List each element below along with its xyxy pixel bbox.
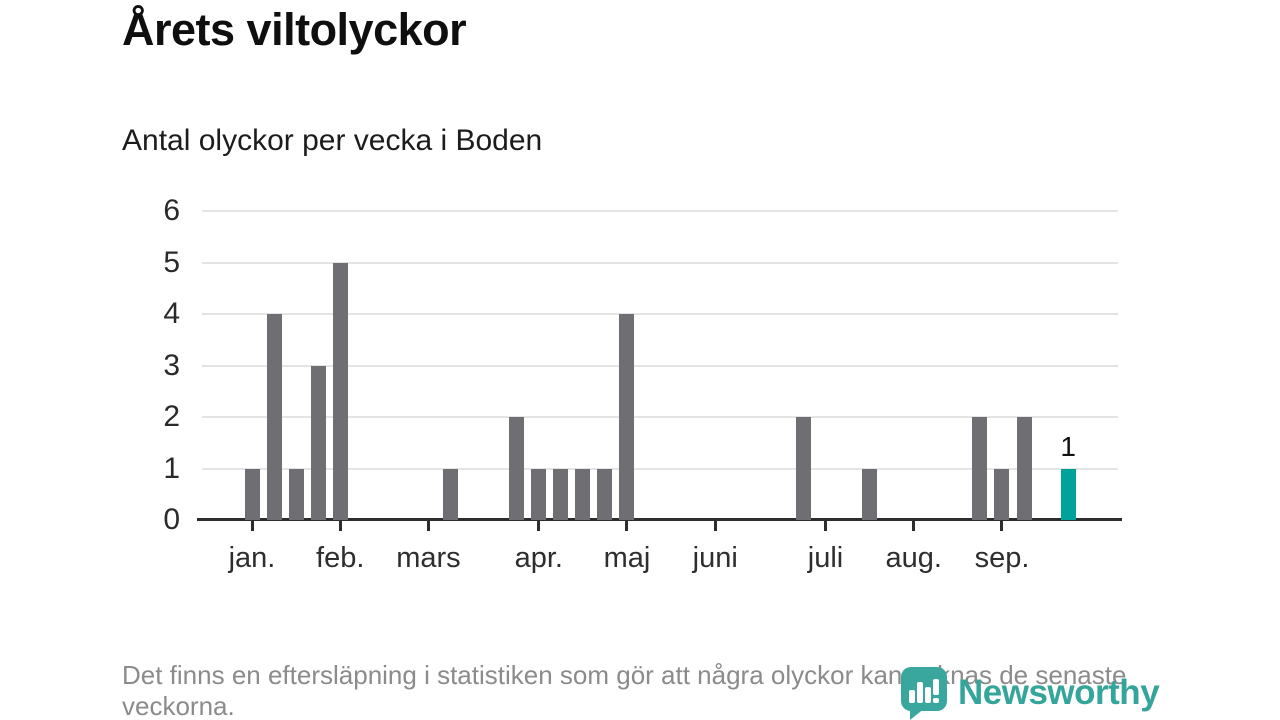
x-axis-tick: [912, 521, 916, 531]
x-axis-month-label: juni: [692, 542, 738, 574]
y-axis-tick-label: 4: [163, 297, 180, 330]
x-axis-tick: [338, 521, 342, 531]
bar-week-34: [972, 417, 988, 520]
x-axis-month-label: maj: [603, 542, 651, 574]
y-axis-tick-label: 6: [163, 194, 180, 227]
bar-week-3: [288, 468, 304, 520]
x-axis-month-label: mars: [396, 542, 461, 574]
gridline-y-2: [202, 416, 1118, 418]
x-axis-month-label: apr.: [514, 542, 563, 574]
y-axis-tick-label: 2: [163, 400, 180, 433]
newsworthy-logo: Newsworthy: [900, 666, 1160, 720]
gridline-y-4: [202, 313, 1118, 315]
x-axis-month-label: aug.: [885, 542, 942, 574]
gridline-y-1: [202, 467, 1118, 470]
footer-note: Det finns en eftersläpning i statistiken…: [122, 660, 1127, 720]
bar-week-18: [619, 314, 635, 520]
bar-week-10: [443, 468, 459, 520]
x-axis-month-label: sep.: [974, 542, 1030, 574]
gridline-y-5: [202, 261, 1118, 264]
x-axis-tick: [537, 521, 541, 531]
bar-week-4: [310, 365, 326, 520]
bar-week-26: [795, 417, 811, 520]
bar-week-36: [1016, 417, 1032, 520]
x-axis-month-label: juli: [807, 542, 844, 574]
bar-week-35: [994, 468, 1010, 520]
bar-week-15: [553, 468, 569, 520]
x-axis-tick: [625, 521, 629, 531]
bar-value-label: 1: [1060, 430, 1076, 462]
newsworthy-logo-text: Newsworthy: [958, 673, 1160, 712]
bar-week-14: [531, 468, 547, 520]
bar-week-5: [332, 262, 348, 520]
y-axis-tick-label: 3: [163, 348, 180, 382]
y-axis-tick-label: 5: [163, 245, 180, 279]
chart-subtitle: Antal olyckor per vecka i Boden: [122, 124, 543, 157]
gridline-y-3: [202, 364, 1118, 367]
x-axis-tick: [713, 521, 717, 531]
bar-week-1: [244, 468, 260, 520]
bar-week-29: [862, 468, 878, 520]
y-axis-tick-label: 0: [163, 503, 180, 536]
bar-week-2: [266, 314, 282, 520]
x-axis-tick: [426, 521, 430, 531]
x-axis-tick: [824, 521, 828, 531]
bar-week-13: [509, 417, 525, 520]
newsworthy-logo-icon: [901, 667, 947, 720]
y-axis-tick-label: 1: [163, 451, 180, 485]
x-axis-line: [197, 518, 1122, 521]
x-axis-month-label: feb.: [316, 542, 365, 574]
chart-title: Årets viltolyckor: [122, 4, 467, 55]
x-axis-tick: [1000, 521, 1004, 531]
x-axis-tick: [250, 521, 254, 531]
bar-week-17: [597, 468, 613, 520]
bar-week-38: [1060, 468, 1076, 520]
x-axis-month-label: jan.: [228, 542, 276, 574]
bar-week-16: [575, 468, 591, 520]
gridline-y-6: [202, 210, 1118, 212]
